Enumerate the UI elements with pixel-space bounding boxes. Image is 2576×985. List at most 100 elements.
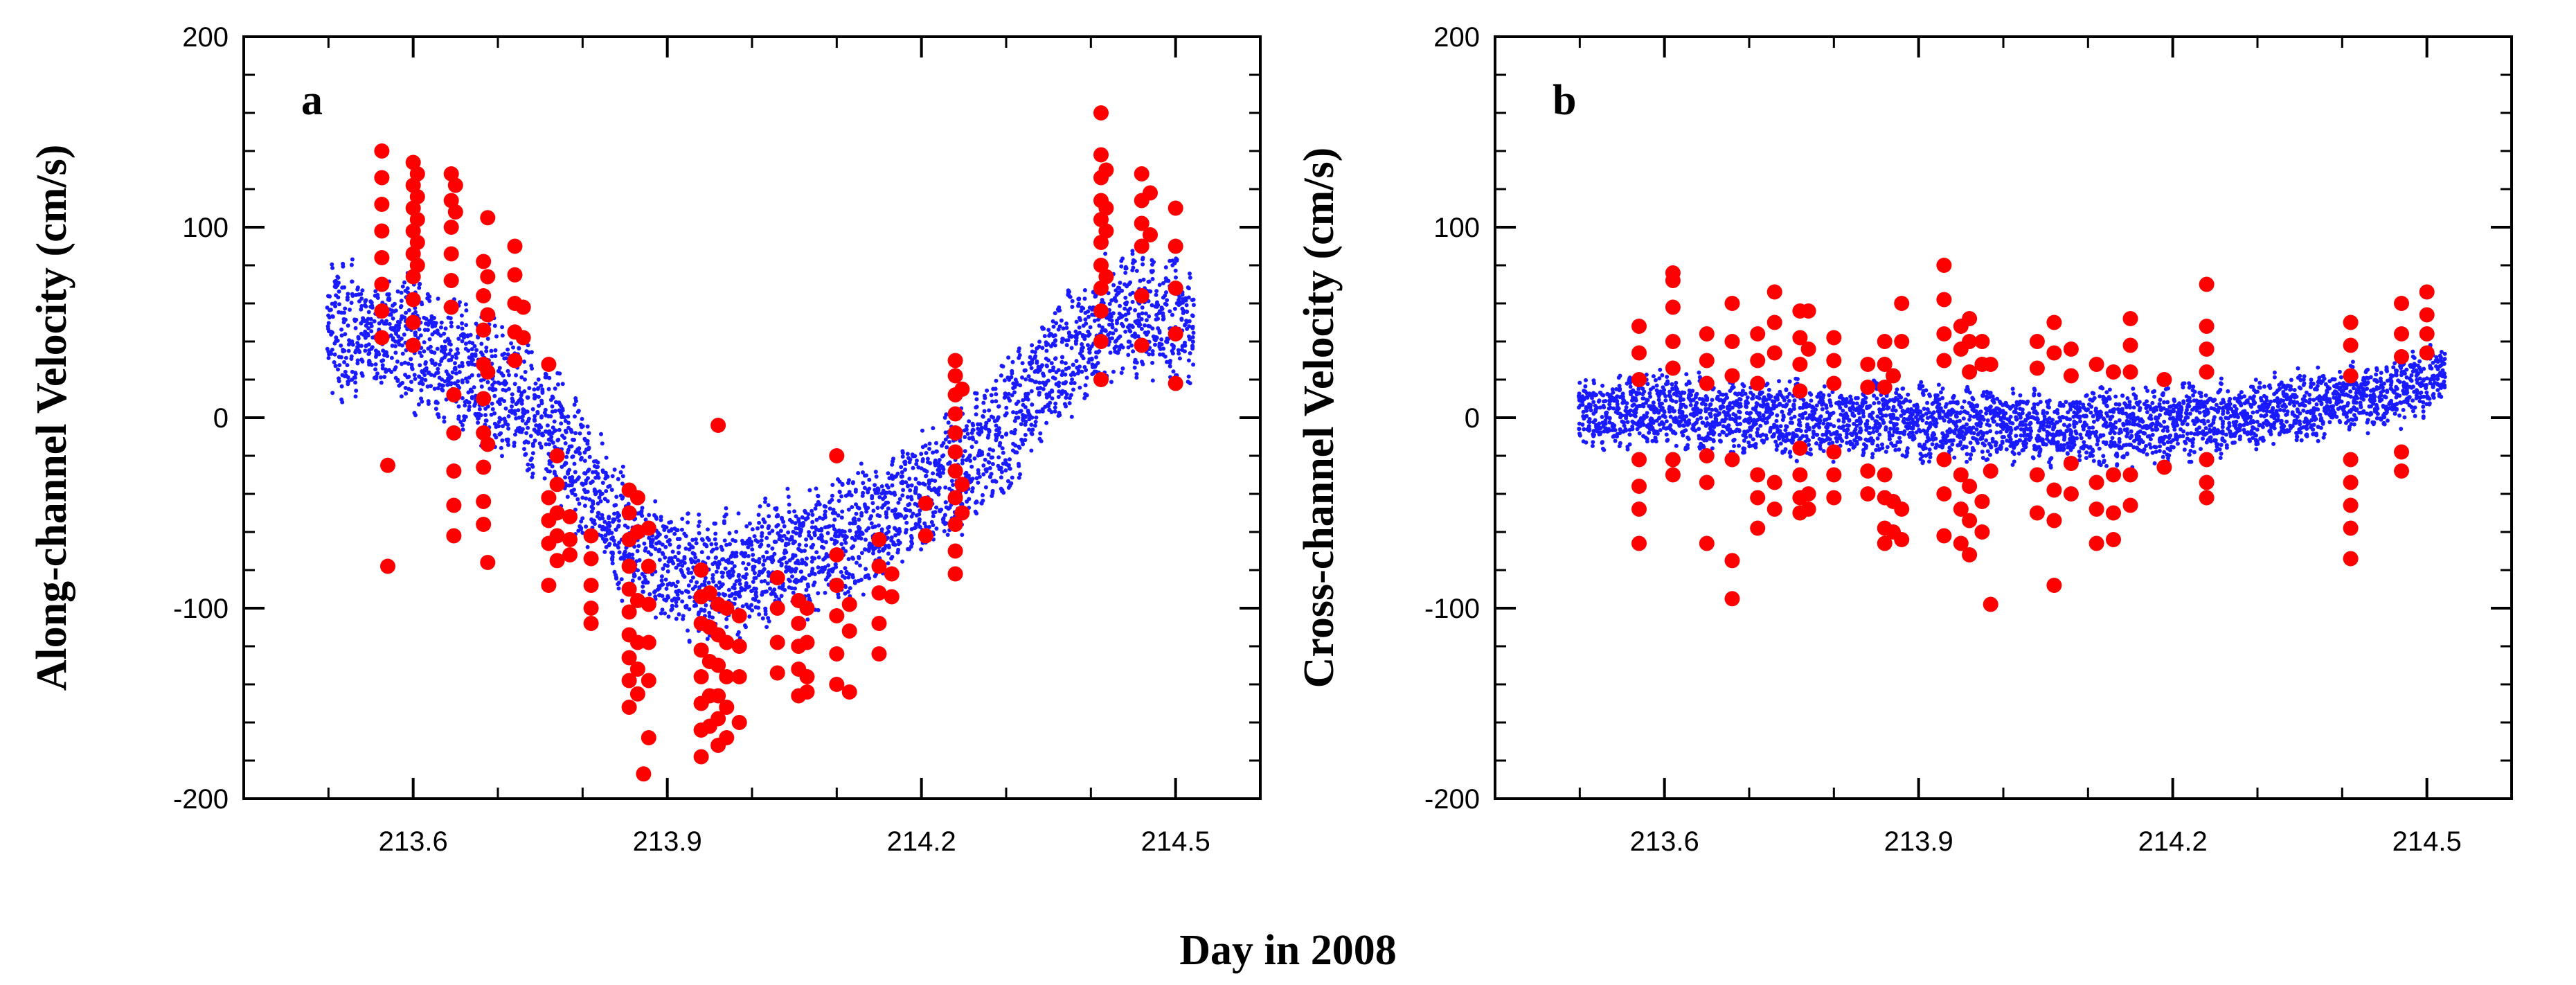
blue-data-point bbox=[886, 561, 891, 566]
blue-data-point bbox=[1775, 443, 1780, 448]
blue-data-point bbox=[931, 471, 936, 476]
blue-data-point bbox=[803, 576, 807, 581]
red-data-point bbox=[947, 463, 963, 479]
blue-data-point bbox=[1046, 378, 1050, 383]
blue-data-point bbox=[1827, 429, 1832, 434]
blue-data-point bbox=[1136, 312, 1141, 317]
blue-data-point bbox=[744, 572, 749, 577]
blue-data-point bbox=[454, 371, 458, 376]
blue-data-point bbox=[1034, 415, 1039, 420]
blue-data-point bbox=[476, 416, 481, 420]
blue-data-point bbox=[426, 322, 431, 327]
blue-data-point bbox=[1631, 402, 1636, 407]
blue-data-point bbox=[1770, 399, 1775, 404]
blue-data-point bbox=[762, 589, 767, 594]
blue-data-point bbox=[689, 579, 693, 583]
blue-data-point bbox=[420, 399, 424, 404]
blue-data-point bbox=[1603, 418, 1608, 423]
red-data-point bbox=[515, 330, 531, 346]
blue-data-point bbox=[1637, 431, 1642, 436]
blue-data-point bbox=[731, 569, 736, 574]
blue-data-point bbox=[969, 445, 974, 450]
blue-data-point bbox=[499, 445, 503, 450]
blue-data-point bbox=[861, 470, 865, 474]
blue-data-point bbox=[489, 348, 494, 353]
blue-data-point bbox=[385, 354, 390, 358]
blue-data-point bbox=[866, 506, 870, 511]
blue-data-point bbox=[1051, 324, 1056, 329]
blue-data-point bbox=[457, 364, 462, 369]
red-data-point bbox=[562, 532, 578, 547]
blue-data-point bbox=[429, 373, 433, 377]
blue-data-point bbox=[591, 499, 596, 504]
blue-data-point bbox=[656, 531, 661, 535]
blue-data-point bbox=[1029, 431, 1034, 436]
blue-data-point bbox=[886, 543, 891, 548]
blue-data-point bbox=[439, 359, 444, 364]
blue-data-point bbox=[714, 583, 719, 588]
blue-data-point bbox=[466, 348, 471, 353]
blue-data-point bbox=[656, 549, 661, 553]
blue-data-point bbox=[1186, 295, 1191, 300]
blue-data-point bbox=[866, 490, 870, 495]
blue-data-point bbox=[803, 508, 807, 513]
blue-data-point bbox=[456, 379, 460, 384]
blue-data-point bbox=[1143, 311, 1148, 316]
blue-data-point bbox=[539, 425, 544, 429]
blue-data-point bbox=[732, 583, 737, 587]
blue-data-point bbox=[1023, 423, 1028, 427]
blue-data-point bbox=[1187, 319, 1192, 323]
blue-data-point bbox=[1010, 371, 1014, 375]
blue-data-point bbox=[963, 435, 967, 439]
blue-data-point bbox=[1119, 314, 1124, 319]
blue-data-point bbox=[1746, 440, 1751, 445]
blue-data-point bbox=[861, 592, 866, 597]
red-data-point bbox=[405, 154, 421, 170]
blue-data-point bbox=[910, 541, 915, 546]
blue-data-point bbox=[575, 447, 580, 452]
blue-data-point bbox=[468, 332, 473, 337]
blue-data-point bbox=[542, 476, 547, 481]
blue-data-point bbox=[793, 521, 798, 526]
blue-data-point bbox=[1124, 266, 1129, 271]
blue-data-point bbox=[706, 538, 711, 542]
blue-data-point bbox=[663, 611, 668, 616]
blue-data-point bbox=[1064, 343, 1069, 348]
blue-data-point bbox=[402, 360, 407, 365]
blue-data-point bbox=[832, 541, 837, 546]
blue-data-point bbox=[610, 551, 615, 556]
blue-data-point bbox=[525, 409, 530, 414]
blue-data-point bbox=[1787, 411, 1791, 416]
blue-data-point bbox=[924, 451, 929, 455]
blue-data-point bbox=[500, 333, 505, 338]
blue-data-point bbox=[1634, 410, 1638, 415]
blue-data-point bbox=[604, 455, 609, 460]
blue-data-point bbox=[356, 335, 361, 339]
blue-data-point bbox=[1053, 311, 1057, 316]
blue-data-point bbox=[469, 352, 474, 357]
blue-data-point bbox=[514, 416, 519, 420]
blue-data-point bbox=[680, 599, 685, 604]
blue-data-point bbox=[1699, 408, 1703, 413]
red-data-point bbox=[629, 490, 645, 506]
blue-data-point bbox=[1190, 313, 1195, 318]
blue-data-point bbox=[1037, 409, 1042, 414]
blue-data-point bbox=[1063, 372, 1068, 377]
blue-data-point bbox=[761, 554, 766, 559]
blue-data-point bbox=[789, 520, 794, 524]
blue-data-point bbox=[772, 587, 777, 592]
blue-data-point bbox=[372, 375, 377, 380]
blue-data-point bbox=[842, 529, 847, 534]
blue-data-point bbox=[990, 399, 994, 404]
blue-data-point bbox=[1073, 341, 1078, 346]
blue-data-point bbox=[780, 538, 785, 543]
blue-data-point bbox=[617, 540, 622, 545]
blue-data-point bbox=[934, 526, 939, 531]
blue-data-point bbox=[366, 321, 370, 326]
blue-data-point bbox=[1647, 430, 1652, 435]
blue-data-point bbox=[681, 614, 686, 619]
blue-data-point bbox=[996, 404, 1001, 409]
blue-data-point bbox=[1190, 339, 1195, 344]
blue-data-point bbox=[1730, 405, 1735, 410]
blue-data-point bbox=[736, 511, 741, 516]
